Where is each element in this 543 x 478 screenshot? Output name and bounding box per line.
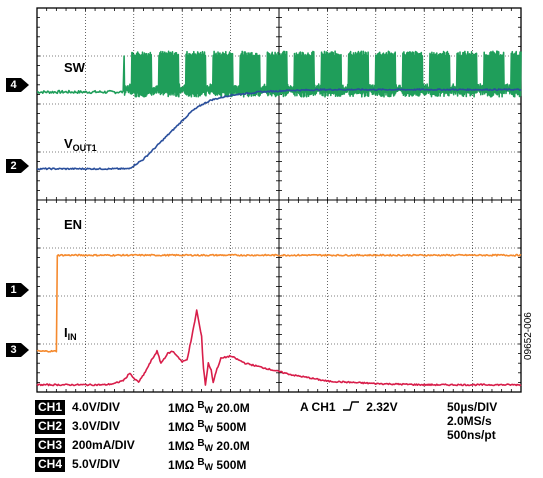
- time-resolution: 500ns/pt: [447, 428, 496, 442]
- rising-edge-icon: [342, 401, 359, 411]
- sample-rate: 2.0MS/s: [447, 414, 492, 428]
- trace-en: [36, 253, 522, 353]
- channel-badge: CH2: [35, 419, 66, 434]
- trigger-source: A CH1: [300, 400, 336, 414]
- trace-vout1: [36, 88, 522, 171]
- trace-label-en: EN: [64, 217, 83, 232]
- trigger-level: 2.32V: [366, 400, 398, 414]
- trace-label-iin: IIN: [64, 325, 77, 342]
- input-impedance-bandwidth: 1MΩ BW 20.0M: [168, 399, 250, 415]
- time-per-div: 50µs/DIV: [447, 400, 498, 414]
- channel-marker-1: 1: [6, 283, 30, 297]
- trigger-settings: A CH1 2.32V: [300, 400, 398, 414]
- timebase-settings: 50µs/DIV 2.0MS/s 500ns/pt: [447, 400, 497, 442]
- legend-row-ch3: CH3 200mA/DIV 1MΩ BW 20.0M: [35, 436, 250, 455]
- trace-label-vout1: VOUT1: [64, 136, 97, 153]
- channel-badge: CH1: [35, 400, 66, 415]
- input-impedance-bandwidth: 1MΩ BW 500M: [168, 418, 247, 434]
- channel-marker-3: 3: [6, 343, 30, 357]
- channel-badge: CH4: [35, 457, 66, 472]
- channel-badge: CH3: [35, 438, 66, 453]
- input-impedance-bandwidth: 1MΩ BW 20.0M: [168, 437, 250, 453]
- legend-row-ch2: CH2 3.0V/DIV 1MΩ BW 500M: [35, 417, 250, 436]
- trace-label-sw: SW: [64, 60, 85, 75]
- volts-per-div: 3.0V/DIV: [72, 419, 121, 433]
- volts-per-div: 200mA/DIV: [72, 438, 135, 452]
- volts-per-div: 5.0V/DIV: [72, 457, 121, 471]
- trace-sw: [36, 50, 522, 98]
- volts-per-div: 4.0V/DIV: [72, 400, 121, 414]
- legend-row-ch1: CH1 4.0V/DIV 1MΩ BW 20.0M: [35, 398, 250, 417]
- trace-iin: [36, 309, 522, 387]
- channel-marker-4: 4: [6, 78, 30, 92]
- traces: [36, 50, 522, 387]
- legend-row-ch4: CH4 5.0V/DIV 1MΩ BW 500M: [35, 455, 250, 474]
- channel-marker-2: 2: [6, 159, 30, 173]
- channel-settings-legend: CH1 4.0V/DIV 1MΩ BW 20.0M CH2 3.0V/DIV 1M…: [35, 398, 250, 474]
- input-impedance-bandwidth: 1MΩ BW 500M: [168, 456, 247, 472]
